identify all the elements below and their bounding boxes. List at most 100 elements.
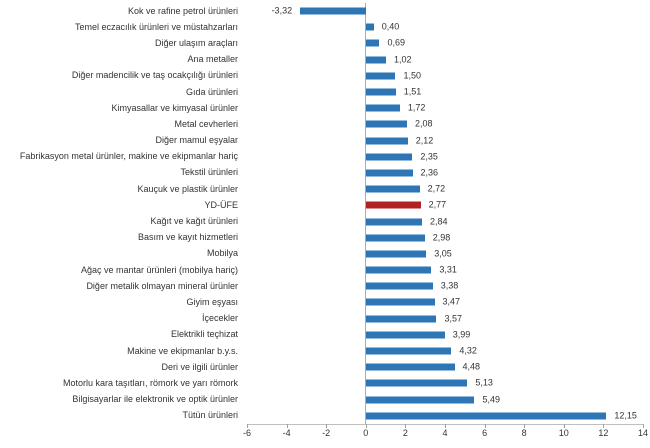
value-label: 1,50 — [403, 70, 422, 81]
bar-track: 0,69 — [247, 35, 643, 51]
chart-row: Diğer ulaşım araçları 0,69 — [0, 35, 643, 51]
value-label: 3,05 — [434, 248, 452, 259]
value-label: 2,84 — [430, 216, 448, 227]
chart-row: Diğer madencilik ve taş ocakçılığı ürünl… — [0, 68, 643, 84]
category-label: Deri ve ilgili ürünler — [161, 361, 238, 372]
x-axis-tick-label: 4 — [442, 428, 448, 438]
bar-track: 3,31 — [247, 262, 643, 278]
chart-row: Diğer metalik olmayan mineral ürünler 3,3… — [0, 278, 643, 294]
bar — [365, 23, 374, 31]
chart-row: Kağıt ve kağıt ürünleri 2,84 — [0, 213, 643, 229]
bar — [365, 331, 445, 339]
chart-row: Metal cevherleri 2,08 — [0, 116, 643, 132]
x-axis-tick-label: 10 — [558, 428, 569, 438]
bar — [365, 88, 396, 96]
bar-track: 2,77 — [247, 197, 643, 213]
value-label: 3,47 — [442, 296, 461, 307]
value-label: 1,51 — [403, 86, 422, 97]
bar — [365, 379, 468, 387]
chart-row: Ağaç ve mantar ürünleri (mobilya hariç) 3… — [0, 262, 643, 278]
value-label: 2,12 — [415, 135, 434, 146]
bar-track: 2,72 — [247, 181, 643, 197]
bar — [365, 169, 413, 177]
chart-row: Fabrikasyon metal ürünler, makine ve eki… — [0, 149, 643, 165]
category-label: Gıda ürünleri — [185, 86, 238, 97]
bar-track: 4,32 — [247, 343, 643, 359]
plot-area: Kok ve rafine petrol ürünleri -3,32 Temel … — [0, 3, 643, 424]
category-label: Mobilya — [206, 248, 238, 259]
bar-track: 1,51 — [247, 84, 643, 100]
value-label: 12,15 — [614, 410, 637, 421]
bar — [365, 266, 432, 274]
bar-track: 2,98 — [247, 230, 643, 246]
bar — [365, 56, 386, 64]
value-label: -3,32 — [271, 5, 293, 16]
bar — [365, 153, 413, 161]
bar-track: 2,84 — [247, 213, 643, 229]
chart-row: Kauçuk ve plastik ürünler 2,72 — [0, 181, 643, 197]
category-label: Tütün ürünleri — [182, 410, 238, 421]
x-axis-tick — [643, 424, 644, 428]
chart-row: YD-ÜFE 2,77 — [0, 197, 643, 213]
chart-row: Diğer mamul eşyalar 2,12 — [0, 133, 643, 149]
value-label: 2,35 — [420, 151, 438, 162]
x-axis-tick — [286, 424, 288, 428]
x-axis-tick-label: 8 — [521, 428, 527, 438]
bar-track: 5,13 — [247, 375, 643, 391]
category-label: Giyim eşyası — [186, 296, 238, 307]
chart-row: Gıda ürünleri 1,51 — [0, 84, 643, 100]
x-axis-tick — [445, 424, 446, 428]
zero-axis-line — [365, 3, 366, 424]
bar — [365, 104, 400, 112]
category-label: Kauçuk ve plastik ürünler — [137, 183, 238, 194]
bar-track: 2,35 — [247, 149, 643, 165]
bar — [300, 7, 366, 15]
bar — [365, 39, 380, 47]
category-label: Kağıt ve kağıt ürünleri — [150, 216, 238, 227]
value-label: 1,02 — [393, 54, 412, 65]
chart-row: Ana metaller 1,02 — [0, 52, 643, 68]
bar — [365, 298, 435, 306]
chart-row: İçecekler 3,57 — [0, 311, 643, 327]
bar-track: 3,99 — [247, 327, 643, 343]
category-label: Diğer metalik olmayan mineral ürünler — [86, 280, 238, 291]
category-label: Temel eczacılık ürünleri ve müstahzarlar… — [74, 21, 238, 32]
x-axis-tick-label: 14 — [637, 428, 649, 438]
chart-row: Tütün ürünleri 12,15 — [0, 408, 643, 424]
x-axis-tick — [365, 424, 367, 428]
category-label: Diğer mamul eşyalar — [155, 135, 238, 146]
bar — [365, 72, 396, 80]
highlight-bar — [365, 201, 421, 209]
x-axis-tick-label: 12 — [598, 428, 609, 438]
bar — [365, 234, 425, 242]
value-label: 2,08 — [414, 118, 433, 129]
bar — [365, 185, 420, 193]
value-label: 3,38 — [440, 280, 459, 291]
category-label: Makine ve ekipmanlar b.y.s. — [127, 345, 238, 356]
bar — [365, 250, 427, 258]
chart-row: Motorlu kara taşıtları, römork ve yarı r… — [0, 375, 643, 391]
bar-track: 12,15 — [247, 408, 643, 424]
chart-row: Temel eczacılık ürünleri ve müstahzarlar… — [0, 19, 643, 35]
bar-track: -3,32 — [247, 3, 643, 19]
chart-row: Mobilya 3,05 — [0, 246, 643, 262]
category-label: Basım ve kayıt hizmetleri — [137, 232, 238, 243]
category-label: Diğer madencilik ve taş ocakçılığı ürünl… — [71, 70, 238, 81]
chart-row: Kimyasallar ve kimyasal ürünler 1,72 — [0, 100, 643, 116]
bar — [365, 315, 437, 323]
category-label: Kok ve rafine petrol ürünleri — [127, 5, 238, 16]
bar-track: 2,12 — [247, 133, 643, 149]
bar-track: 4,48 — [247, 359, 643, 375]
category-label: Elektrikli teçhizat — [170, 329, 238, 340]
value-label: 2,98 — [432, 232, 451, 243]
bar — [365, 412, 607, 420]
x-axis-tick — [247, 424, 248, 428]
value-label: 1,72 — [407, 102, 426, 113]
bar-track: 3,38 — [247, 278, 643, 294]
chart-row: Kok ve rafine petrol ürünleri -3,32 — [0, 3, 643, 19]
bar-track: 1,50 — [247, 68, 643, 84]
bar — [365, 218, 423, 226]
category-label: Bilgisayarlar ile elektronik ve optik ür… — [72, 394, 238, 405]
value-label: 4,32 — [459, 345, 477, 356]
